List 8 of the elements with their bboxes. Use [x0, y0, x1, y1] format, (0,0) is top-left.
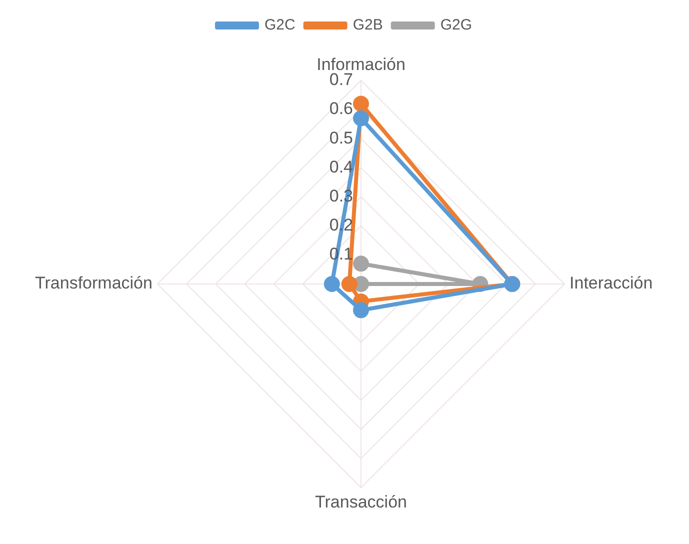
spoke-label: Interacción — [570, 274, 653, 293]
y-tick-label: 0.5 — [329, 128, 353, 148]
y-tick-label: 0.6 — [329, 99, 353, 118]
spoke-label: Transformación — [34, 274, 152, 293]
legend-label: G2B — [352, 16, 383, 34]
legend-label: G2G — [440, 16, 472, 34]
legend-label: G2C — [264, 16, 296, 34]
spoke-label: Transacción — [315, 492, 407, 512]
